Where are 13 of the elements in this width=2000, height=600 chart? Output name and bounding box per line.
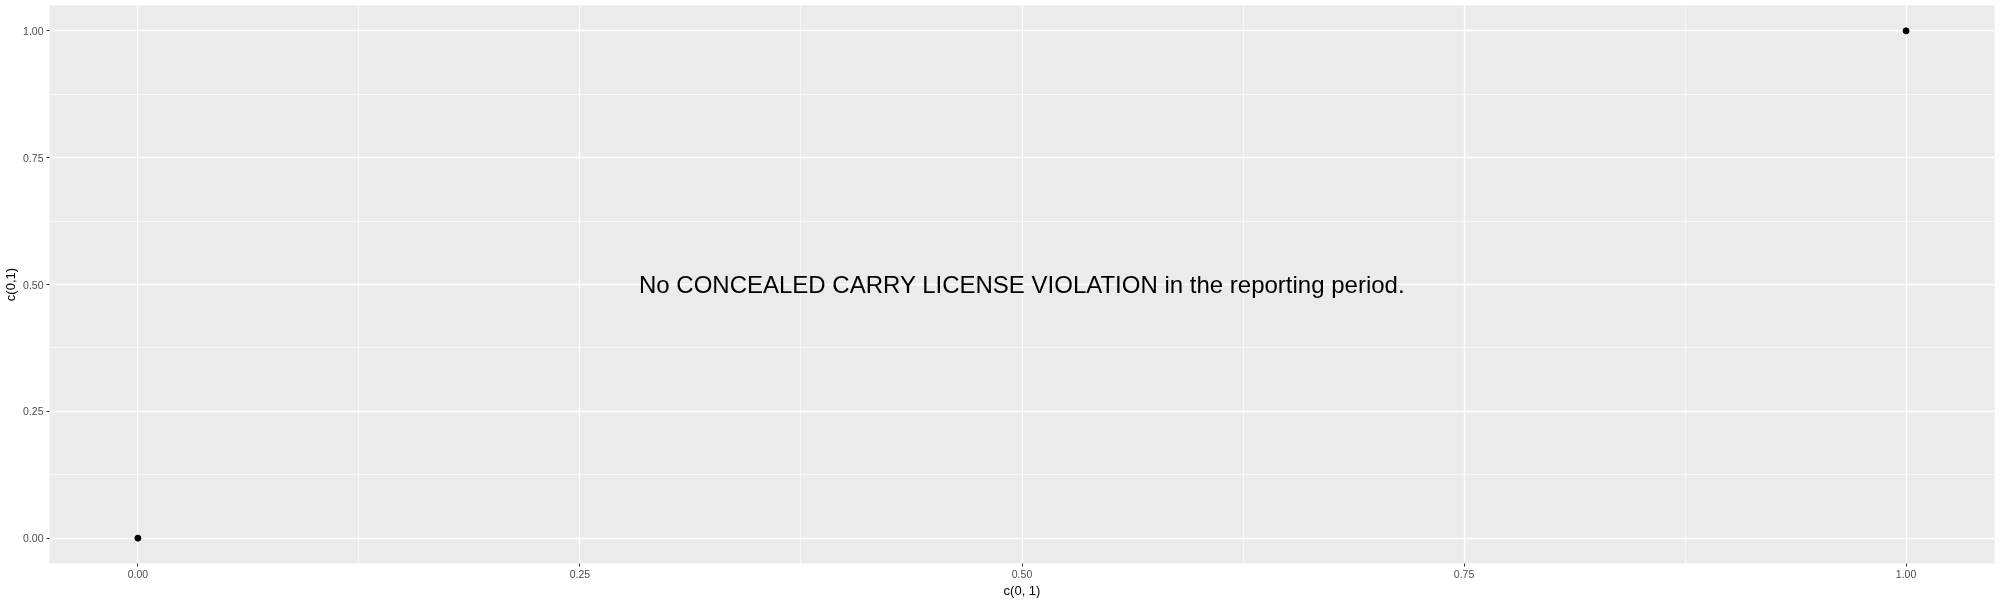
y-tick-label: 0.75 [23,151,44,164]
x-tick-label: 0.00 [127,567,149,580]
y-tick-label: 0.50 [23,278,44,291]
x-tick-label: 1.00 [1895,567,1917,580]
x-tick-label: 0.50 [1011,567,1033,580]
x-tick-label: 0.25 [569,567,591,580]
annotation: No CONCEALED CARRY LICENSE VIOLATION in the reporting period. [638,271,1405,298]
x-tick-label: 0.75 [1453,567,1475,580]
x-axis-title: c(0, 1) [1003,582,1041,598]
y-axis-title: c(0,1) [3,267,19,302]
y-tick-label: 0.00 [23,532,44,545]
y-tick-label: 1.00 [23,24,44,37]
y-tick-label: 0.25 [23,405,44,418]
